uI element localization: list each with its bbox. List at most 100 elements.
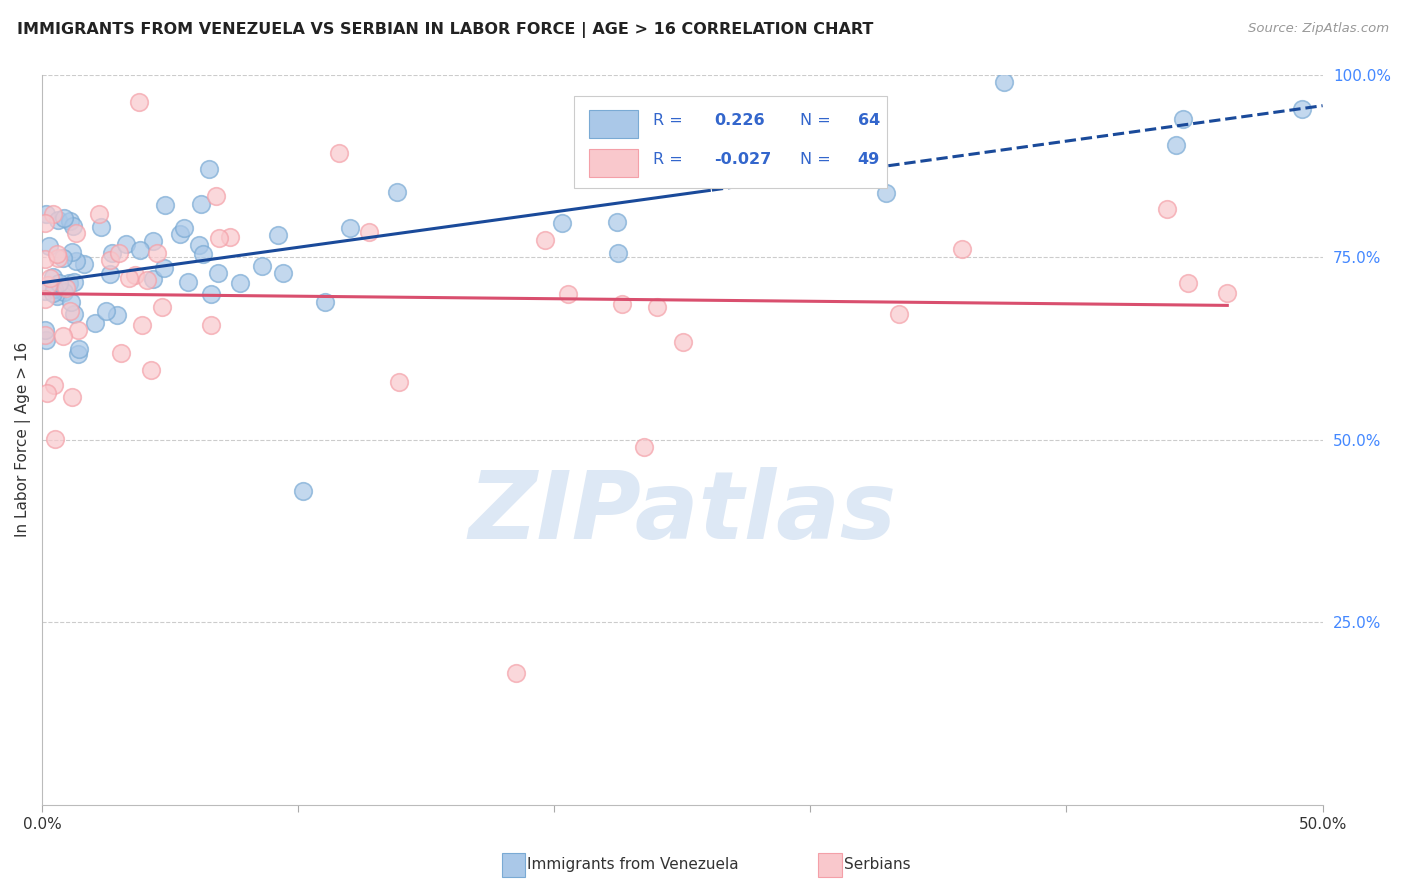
Point <box>83 317 105 331</box>
Point <box>1166 137 1188 152</box>
Point <box>606 215 628 229</box>
Point <box>65 227 87 241</box>
Point <box>557 287 579 301</box>
Point <box>328 146 350 161</box>
Point <box>950 242 973 256</box>
Point <box>357 225 380 239</box>
Point <box>73 256 96 270</box>
Point <box>65 254 87 268</box>
Point <box>142 234 165 248</box>
Point <box>67 342 90 356</box>
Y-axis label: In Labor Force | Age > 16: In Labor Force | Age > 16 <box>15 343 31 537</box>
Point <box>128 95 150 110</box>
Point <box>44 377 66 392</box>
Point <box>208 231 231 245</box>
Bar <box>589 149 637 177</box>
Point <box>101 246 124 260</box>
Point <box>115 237 138 252</box>
Point <box>266 228 288 243</box>
Point <box>98 252 121 267</box>
Point <box>169 227 191 242</box>
Point <box>200 287 222 301</box>
Text: R =: R = <box>652 152 688 167</box>
Point <box>702 161 724 175</box>
Point <box>38 270 60 285</box>
Point <box>139 363 162 377</box>
Point <box>385 185 408 199</box>
Point <box>135 273 157 287</box>
Point <box>200 318 222 332</box>
Text: 49: 49 <box>858 152 880 167</box>
Point <box>108 245 131 260</box>
Point <box>53 285 76 299</box>
Point <box>94 304 117 318</box>
Point <box>110 346 132 360</box>
Point <box>34 293 56 307</box>
Point <box>46 213 69 227</box>
Point <box>87 207 110 221</box>
Point <box>1156 202 1178 217</box>
Point <box>633 440 655 454</box>
Point <box>229 276 252 290</box>
Point <box>128 243 150 257</box>
Point <box>612 297 634 311</box>
Point <box>52 211 75 226</box>
Point <box>1171 112 1194 127</box>
Point <box>551 216 574 230</box>
Point <box>672 335 695 350</box>
Point <box>664 120 686 135</box>
Point <box>58 276 80 290</box>
Point <box>38 239 60 253</box>
Point <box>60 244 83 259</box>
Point <box>124 268 146 283</box>
Point <box>250 260 273 274</box>
Point <box>35 333 58 347</box>
Point <box>993 75 1015 89</box>
Point <box>59 304 82 318</box>
Point <box>34 216 56 230</box>
Point <box>205 189 228 203</box>
Point <box>534 233 557 247</box>
Text: N =: N = <box>800 112 837 128</box>
Point <box>505 666 527 681</box>
Text: Source: ZipAtlas.com: Source: ZipAtlas.com <box>1249 22 1389 36</box>
Point <box>198 161 221 176</box>
Point <box>63 275 86 289</box>
Point <box>607 246 630 260</box>
Point <box>60 391 83 405</box>
Point <box>388 375 411 389</box>
Point <box>146 246 169 260</box>
Point <box>1177 276 1199 290</box>
Point <box>1291 103 1313 117</box>
Point <box>155 198 177 212</box>
Point <box>44 432 66 446</box>
Point <box>98 267 121 281</box>
Point <box>37 278 59 293</box>
Point <box>887 307 910 321</box>
Point <box>48 277 70 291</box>
Point <box>207 267 229 281</box>
Point <box>59 214 82 228</box>
Point <box>55 281 77 295</box>
Point <box>34 207 56 221</box>
Point <box>45 247 67 261</box>
Point <box>34 252 56 267</box>
Text: 0.226: 0.226 <box>714 112 765 128</box>
Point <box>42 269 65 284</box>
Bar <box>574 96 887 187</box>
Point <box>105 308 128 322</box>
Point <box>292 483 315 498</box>
Point <box>60 295 83 310</box>
Point <box>44 282 66 296</box>
Bar <box>589 110 637 137</box>
Point <box>190 196 212 211</box>
Point <box>46 251 69 265</box>
Text: Immigrants from Venezuela: Immigrants from Venezuela <box>527 857 740 872</box>
Text: N =: N = <box>800 152 837 167</box>
Point <box>45 289 67 303</box>
Point <box>42 207 65 221</box>
Point <box>150 300 173 314</box>
Point <box>66 347 89 361</box>
Point <box>339 221 361 235</box>
Text: ZIPatlas: ZIPatlas <box>468 467 897 558</box>
